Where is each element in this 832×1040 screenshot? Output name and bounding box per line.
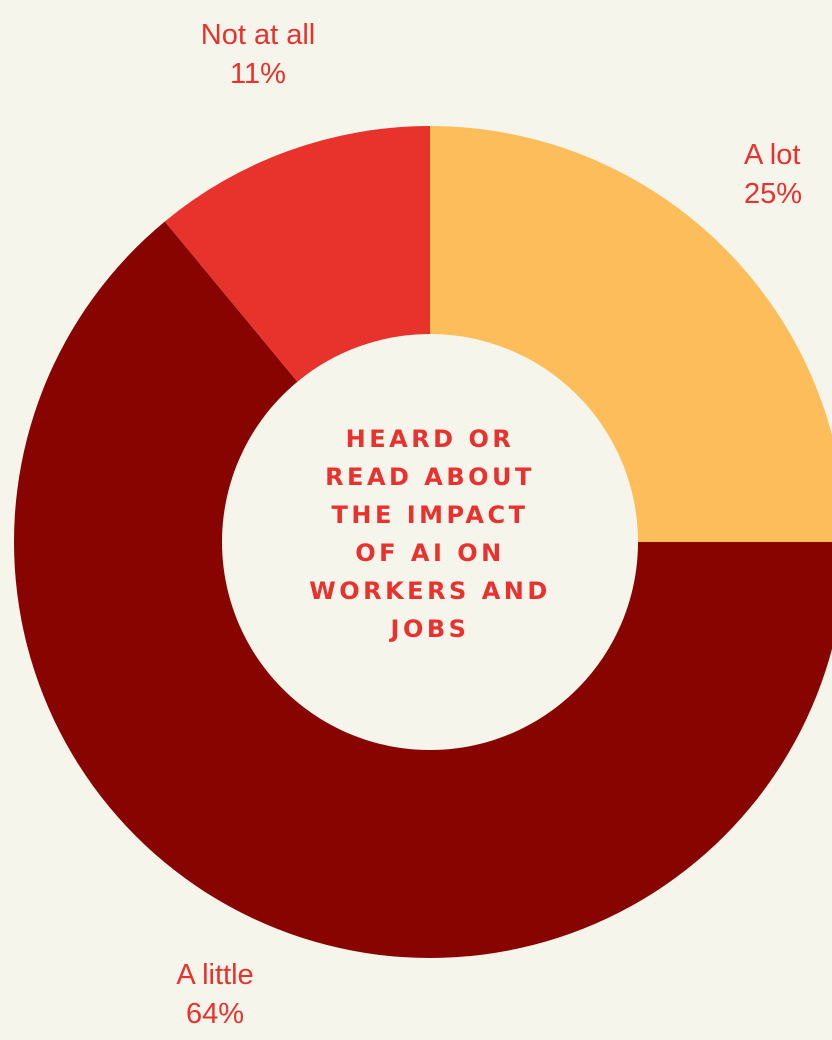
- label-a-little: A little 64%: [110, 956, 320, 1034]
- slice-a-little: [14, 221, 832, 958]
- label-a-lot: A lot 25%: [744, 136, 832, 214]
- center-title-line: JOBS: [390, 615, 470, 643]
- label-a-lot-value: 25%: [744, 178, 803, 210]
- label-not-at-all-value: 11%: [230, 58, 286, 90]
- label-a-little-value: 64%: [185, 998, 245, 1030]
- chart-center-title: HEARD OR READ ABOUT THE IMPACT OF AI ON …: [250, 420, 610, 648]
- label-a-little-name: A little: [176, 959, 254, 991]
- slice-a-lot: [430, 126, 832, 542]
- label-not-at-all: Not at all 11%: [148, 16, 368, 94]
- label-not-at-all-name: Not at all: [200, 19, 316, 51]
- center-title-line: READ ABOUT: [325, 463, 535, 491]
- label-a-lot-name: A lot: [744, 139, 801, 171]
- center-title-line: OF AI ON: [355, 539, 505, 567]
- center-title-line: WORKERS AND: [309, 577, 551, 605]
- slice-not-at-all: [164, 125, 431, 382]
- center-title-line: HEARD OR: [345, 425, 515, 453]
- center-title-line: THE IMPACT: [331, 501, 529, 529]
